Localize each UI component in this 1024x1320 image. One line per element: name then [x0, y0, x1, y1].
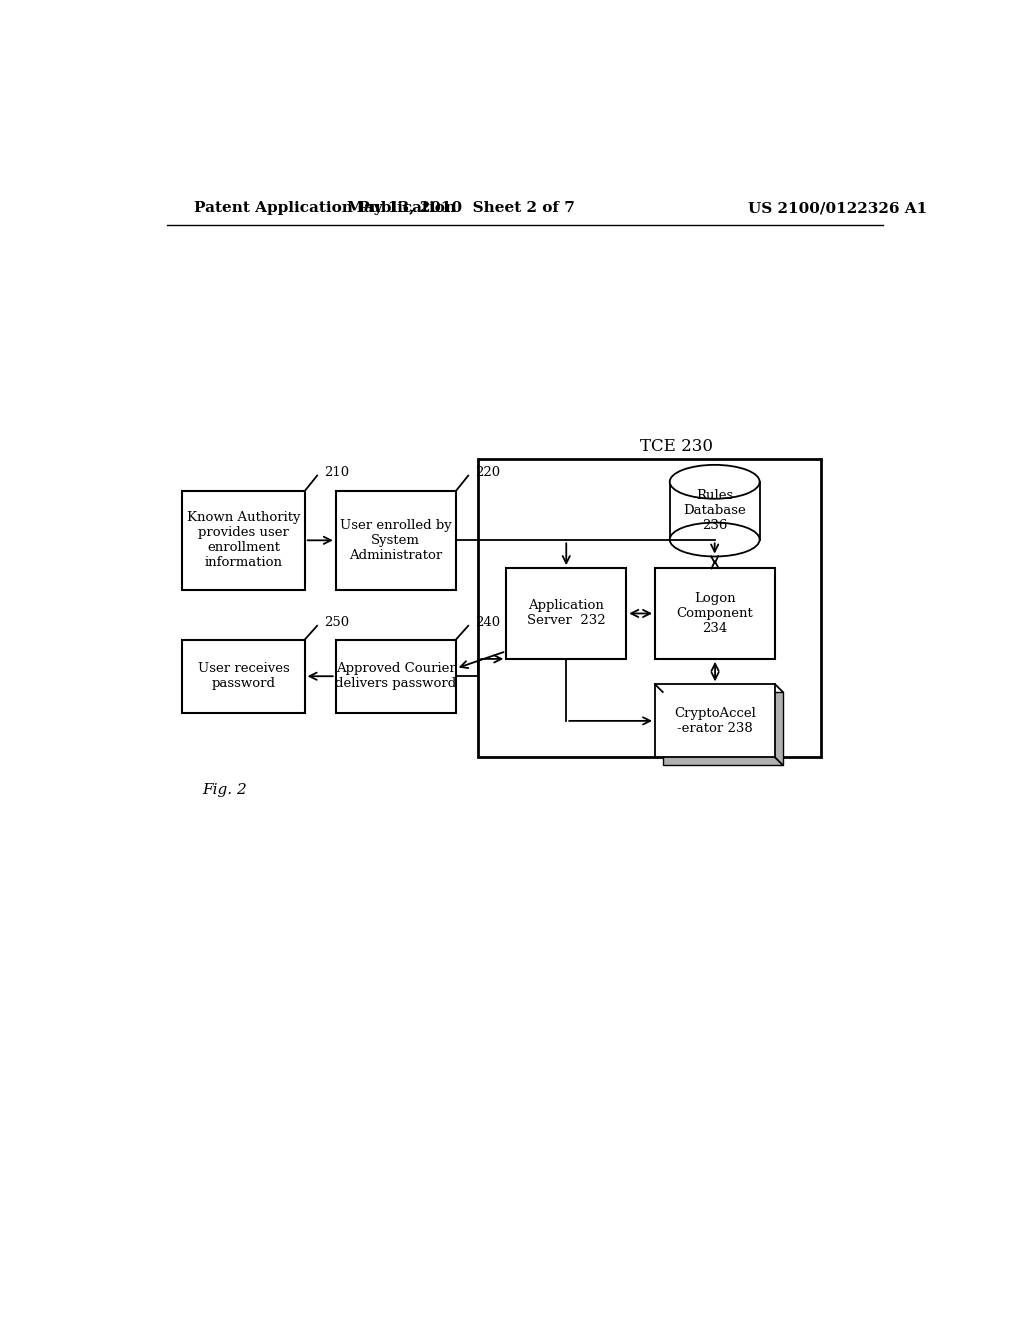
Text: 240: 240	[475, 616, 501, 630]
Text: TCE 230: TCE 230	[640, 438, 714, 455]
Text: Application
Server  232: Application Server 232	[527, 599, 605, 627]
Bar	[655, 684, 775, 758]
Text: Fig. 2: Fig. 2	[203, 783, 247, 797]
Text: CryptoAccel
-erator 238: CryptoAccel -erator 238	[674, 708, 756, 735]
Bar	[663, 692, 783, 766]
Bar	[182, 640, 305, 713]
Text: User receives
password: User receives password	[198, 663, 290, 690]
Text: 220: 220	[475, 466, 501, 479]
Text: User enrolled by
System
Administrator: User enrolled by System Administrator	[340, 519, 452, 562]
Bar	[336, 491, 456, 590]
Text: May 13, 2010  Sheet 2 of 7: May 13, 2010 Sheet 2 of 7	[347, 202, 575, 215]
Bar	[336, 640, 456, 713]
Bar	[506, 568, 627, 659]
Text: US 2100/0122326 A1: US 2100/0122326 A1	[748, 202, 928, 215]
Bar	[182, 491, 305, 590]
Bar	[478, 459, 821, 758]
Text: Approved Courier
delivers password: Approved Courier delivers password	[335, 663, 457, 690]
Ellipse shape	[670, 523, 760, 557]
Text: 250: 250	[324, 616, 349, 630]
Text: 210: 210	[324, 466, 349, 479]
Text: Rules
Database
236: Rules Database 236	[683, 490, 746, 532]
Ellipse shape	[670, 465, 760, 499]
Text: Logon
Component
234: Logon Component 234	[677, 591, 754, 635]
Bar	[655, 568, 775, 659]
Text: Known Authority
provides user
enrollment
information: Known Authority provides user enrollment…	[186, 511, 300, 569]
Text: Patent Application Publication: Patent Application Publication	[194, 202, 456, 215]
